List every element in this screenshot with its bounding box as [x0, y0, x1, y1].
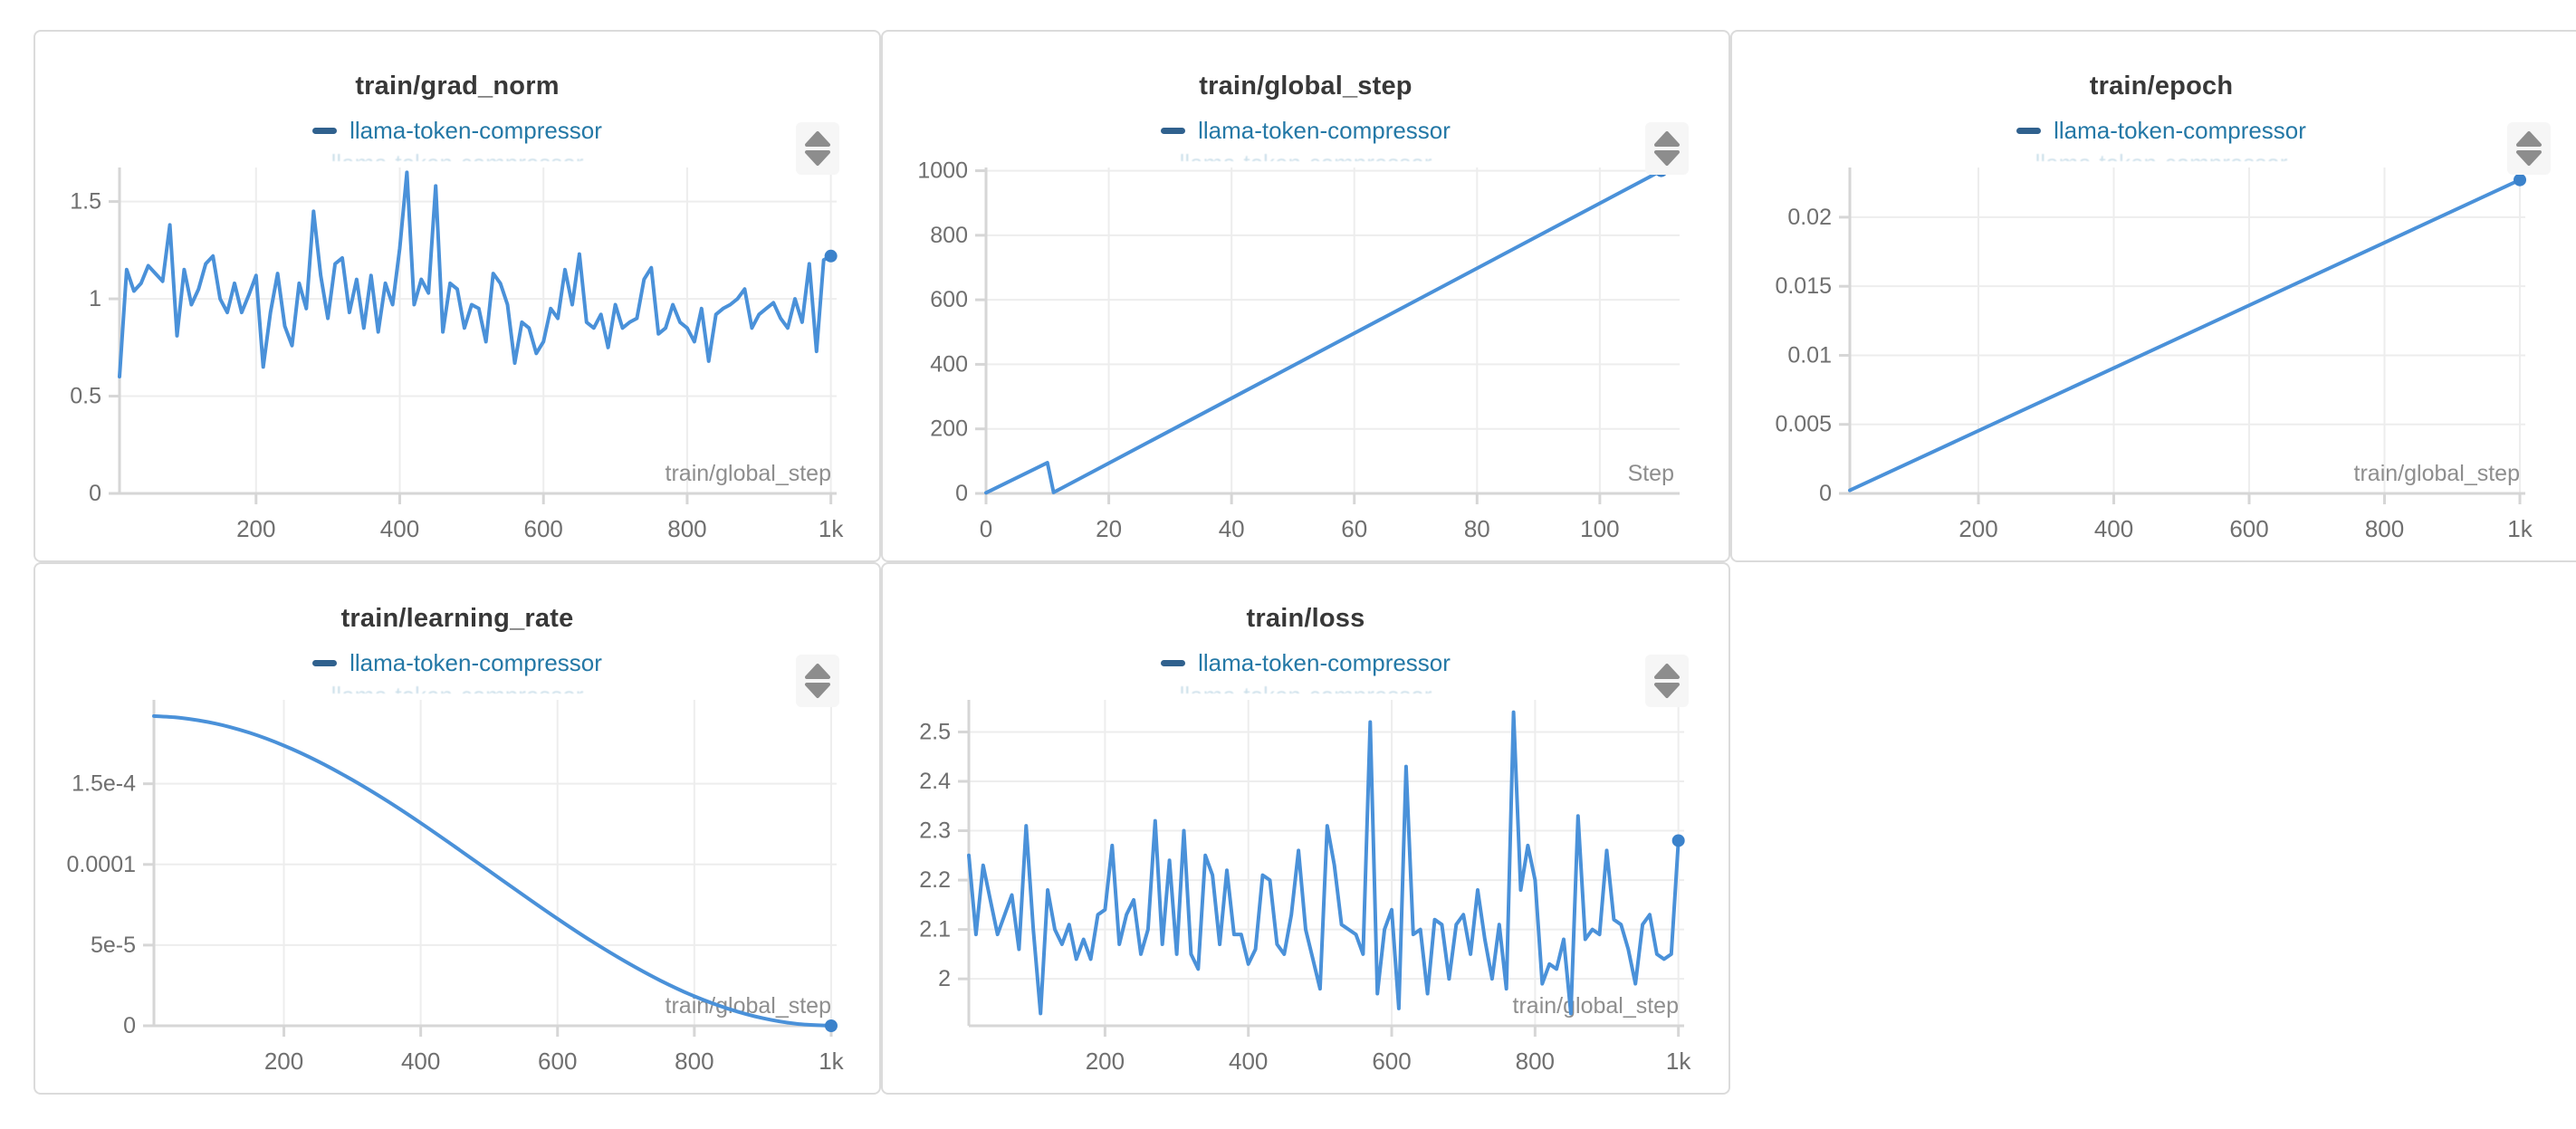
- up-down-sort-icon: [805, 131, 830, 166]
- svg-text:800: 800: [2365, 515, 2404, 542]
- chart-legend[interactable]: llama-token-compressor: [1732, 117, 2576, 145]
- svg-text:5e-5: 5e-5: [91, 933, 136, 958]
- panel-grid: 0 0.5 1 1.5 200 400 600 800 1k train/global_step …: [34, 30, 2576, 1095]
- svg-text:20: 20: [1096, 515, 1122, 542]
- svg-text:600: 600: [930, 287, 968, 312]
- chart-legend[interactable]: llama-token-compressor: [35, 649, 879, 677]
- svg-text:80: 80: [1464, 515, 1490, 542]
- chart-title: train/loss: [1246, 604, 1365, 633]
- svg-text:100: 100: [1580, 515, 1619, 542]
- svg-text:800: 800: [930, 223, 968, 248]
- svg-text:1.5: 1.5: [70, 189, 101, 215]
- svg-text:600: 600: [2229, 515, 2268, 542]
- svg-text:1k: 1k: [819, 515, 844, 542]
- up-down-sort-icon: [1654, 664, 1680, 698]
- chart-canvas-loss[interactable]: 2 2.1 2.2 2.3 2.4 2.5 200 400 600 800 1k train/glob…: [883, 564, 1729, 1093]
- svg-text:2.5: 2.5: [919, 719, 951, 744]
- legend-run-name: llama-token-compressor: [350, 117, 602, 144]
- panel-train-loss: 2 2.1 2.2 2.3 2.4 2.5 200 400 600 800 1k train/glob…: [881, 562, 1730, 1095]
- chart-legend[interactable]: llama-token-compressor: [883, 649, 1729, 677]
- svg-text:400: 400: [1229, 1048, 1268, 1075]
- legend-line-swatch: [1161, 660, 1186, 666]
- chart-canvas-global-step[interactable]: 0 200 400 600 800 1000 0 20 40 60 80 100 Step: [883, 32, 1729, 560]
- chart-title: train/global_step: [1199, 72, 1412, 100]
- panel-train-global-step: 0 200 400 600 800 1000 0 20 40 60 80 100 Step train/…: [881, 30, 1730, 562]
- panel-train-epoch: 0 0.005 0.01 0.015 0.02 200 400 600 800 1k train/g…: [1730, 30, 2576, 562]
- panel-sort-handle[interactable]: [796, 122, 839, 175]
- svg-text:1.5e-4: 1.5e-4: [72, 771, 136, 797]
- svg-text:1: 1: [89, 286, 101, 311]
- svg-text:800: 800: [667, 515, 706, 542]
- svg-text:200: 200: [264, 1048, 303, 1075]
- svg-text:0: 0: [123, 1013, 136, 1038]
- up-down-sort-icon: [2516, 131, 2542, 166]
- legend-line-swatch: [312, 128, 338, 134]
- svg-text:0.02: 0.02: [1787, 205, 1832, 230]
- svg-text:400: 400: [2094, 515, 2133, 542]
- svg-text:1000: 1000: [917, 158, 968, 184]
- svg-text:600: 600: [1372, 1048, 1411, 1075]
- svg-text:400: 400: [401, 1048, 440, 1075]
- svg-text:train/global_step: train/global_step: [1513, 993, 1679, 1019]
- svg-text:2.1: 2.1: [919, 917, 951, 942]
- legend-run-name: llama-token-compressor: [350, 649, 602, 676]
- up-down-sort-icon: [805, 664, 830, 698]
- legend-line-swatch: [312, 660, 338, 666]
- legend-line-swatch: [1161, 128, 1186, 134]
- legend-run-name: llama-token-compressor: [2054, 117, 2306, 144]
- legend-line-swatch: [2016, 128, 2042, 134]
- svg-text:200: 200: [930, 416, 968, 442]
- chart-title: train/learning_rate: [340, 604, 574, 633]
- svg-text:0: 0: [955, 481, 968, 506]
- svg-text:Step: Step: [1628, 461, 1674, 486]
- legend-run-name: llama-token-compressor: [1198, 649, 1451, 676]
- svg-text:0.005: 0.005: [1775, 412, 1832, 437]
- svg-text:0.0001: 0.0001: [67, 852, 136, 877]
- svg-text:1k: 1k: [819, 1048, 844, 1075]
- panel-sort-handle[interactable]: [796, 655, 839, 707]
- chart-title: train/epoch: [2089, 72, 2234, 100]
- panel-train-grad-norm: 0 0.5 1 1.5 200 400 600 800 1k train/global_step …: [34, 30, 881, 562]
- svg-text:200: 200: [1958, 515, 1997, 542]
- chart-legend[interactable]: llama-token-compressor: [35, 117, 879, 145]
- svg-text:400: 400: [380, 515, 419, 542]
- chart-legend[interactable]: llama-token-compressor: [883, 117, 1729, 145]
- chart-canvas-epoch[interactable]: 0 0.005 0.01 0.015 0.02 200 400 600 800 1k train/g…: [1732, 32, 2576, 560]
- svg-text:0: 0: [1819, 481, 1832, 506]
- panel-train-learning-rate: 0 5e-5 0.0001 1.5e-4 200 400 600 800 1k train/glo…: [34, 562, 881, 1095]
- up-down-sort-icon: [1654, 131, 1680, 166]
- panel-sort-handle[interactable]: [1645, 122, 1689, 175]
- svg-text:1k: 1k: [1666, 1048, 1691, 1075]
- svg-text:1k: 1k: [2507, 515, 2533, 542]
- svg-text:0: 0: [89, 481, 101, 506]
- panel-sort-handle[interactable]: [2507, 122, 2551, 175]
- svg-text:0.015: 0.015: [1775, 273, 1832, 299]
- svg-text:train/global_step: train/global_step: [2354, 461, 2520, 486]
- svg-text:200: 200: [236, 515, 275, 542]
- svg-text:2.4: 2.4: [919, 769, 951, 794]
- chart-canvas-grad-norm[interactable]: 0 0.5 1 1.5 200 400 600 800 1k train/global_step: [35, 32, 879, 560]
- svg-text:train/global_step: train/global_step: [666, 461, 831, 486]
- svg-text:600: 600: [524, 515, 563, 542]
- svg-text:800: 800: [675, 1048, 713, 1075]
- svg-text:60: 60: [1341, 515, 1367, 542]
- svg-text:40: 40: [1219, 515, 1245, 542]
- svg-text:0.01: 0.01: [1787, 342, 1832, 368]
- svg-text:2: 2: [938, 966, 951, 991]
- panel-sort-handle[interactable]: [1645, 655, 1689, 707]
- svg-text:200: 200: [1086, 1048, 1125, 1075]
- svg-text:0: 0: [980, 515, 992, 542]
- svg-text:400: 400: [930, 351, 968, 377]
- svg-text:2.2: 2.2: [919, 867, 951, 893]
- svg-text:2.3: 2.3: [919, 818, 951, 844]
- empty-grid-cell: [1730, 562, 2576, 1095]
- chart-title: train/grad_norm: [355, 72, 560, 100]
- svg-text:800: 800: [1516, 1048, 1555, 1075]
- legend-run-name: llama-token-compressor: [1198, 117, 1451, 144]
- svg-text:0.5: 0.5: [70, 384, 101, 409]
- svg-text:600: 600: [538, 1048, 577, 1075]
